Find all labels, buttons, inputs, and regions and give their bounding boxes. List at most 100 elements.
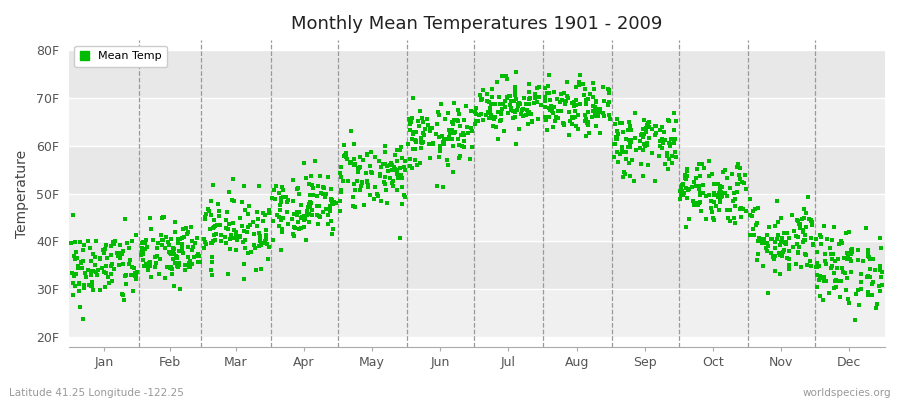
- Point: [146, 237, 160, 243]
- Point: [166, 245, 180, 252]
- Point: [268, 196, 283, 202]
- Point: [572, 101, 587, 108]
- Point: [544, 108, 559, 114]
- Point: [797, 236, 812, 243]
- Point: [734, 205, 748, 212]
- Point: [549, 114, 563, 120]
- Point: [591, 111, 606, 118]
- Point: [451, 136, 465, 142]
- Point: [306, 192, 320, 198]
- Point: [778, 238, 793, 245]
- Point: [300, 212, 314, 218]
- Point: [464, 144, 479, 150]
- Point: [413, 144, 428, 151]
- Point: [664, 136, 679, 143]
- Point: [452, 142, 466, 148]
- Point: [778, 239, 792, 245]
- Point: [471, 118, 485, 124]
- Point: [733, 164, 747, 171]
- Point: [587, 86, 601, 92]
- Point: [633, 144, 647, 151]
- Point: [284, 215, 299, 222]
- Point: [777, 246, 791, 253]
- Point: [609, 135, 624, 141]
- Point: [580, 109, 595, 115]
- Point: [523, 95, 537, 101]
- Point: [751, 238, 765, 245]
- Point: [454, 132, 468, 138]
- Point: [508, 114, 523, 120]
- Point: [72, 280, 86, 286]
- Point: [809, 284, 824, 290]
- Point: [556, 90, 571, 97]
- Point: [377, 178, 392, 185]
- Point: [521, 96, 535, 102]
- Point: [483, 106, 498, 113]
- Point: [773, 239, 788, 245]
- Point: [751, 257, 765, 264]
- Point: [344, 128, 358, 135]
- Point: [274, 195, 289, 201]
- Point: [184, 246, 199, 253]
- Point: [199, 240, 213, 247]
- Point: [546, 89, 561, 96]
- Point: [860, 252, 875, 259]
- Point: [590, 106, 605, 112]
- Point: [99, 263, 113, 270]
- Point: [190, 234, 204, 241]
- Point: [698, 216, 713, 222]
- Point: [601, 86, 616, 93]
- Point: [127, 264, 141, 271]
- Point: [235, 222, 249, 229]
- Point: [764, 236, 778, 242]
- Point: [580, 122, 595, 128]
- Point: [865, 281, 879, 287]
- Point: [76, 264, 90, 271]
- Point: [859, 225, 873, 231]
- Point: [406, 131, 420, 138]
- Point: [580, 101, 594, 107]
- Point: [833, 294, 848, 300]
- Point: [118, 216, 132, 222]
- Point: [662, 156, 677, 162]
- Point: [635, 147, 650, 153]
- Point: [842, 300, 857, 306]
- Point: [661, 117, 675, 123]
- Point: [649, 123, 663, 130]
- Point: [826, 251, 841, 257]
- Point: [230, 235, 245, 241]
- Point: [813, 232, 827, 238]
- Point: [166, 256, 180, 262]
- Point: [286, 231, 301, 237]
- Point: [482, 105, 497, 111]
- Point: [88, 261, 103, 268]
- Point: [402, 163, 417, 170]
- Point: [266, 187, 281, 193]
- Point: [116, 297, 130, 303]
- Point: [589, 98, 603, 105]
- Point: [223, 232, 238, 238]
- Point: [562, 132, 577, 138]
- Point: [822, 290, 836, 296]
- Point: [381, 168, 395, 174]
- Point: [85, 258, 99, 264]
- Point: [616, 174, 630, 180]
- Point: [472, 112, 486, 118]
- Point: [412, 160, 427, 166]
- Point: [372, 158, 386, 164]
- Point: [720, 174, 734, 181]
- Point: [373, 173, 387, 180]
- Point: [439, 157, 454, 163]
- Point: [508, 68, 523, 75]
- Point: [793, 221, 807, 227]
- Point: [713, 197, 727, 204]
- Point: [84, 268, 98, 274]
- Point: [827, 284, 842, 291]
- Point: [842, 228, 856, 235]
- Point: [516, 106, 530, 112]
- Point: [82, 282, 96, 288]
- Point: [586, 80, 600, 86]
- Point: [229, 229, 243, 236]
- Point: [870, 300, 885, 307]
- Point: [766, 254, 780, 260]
